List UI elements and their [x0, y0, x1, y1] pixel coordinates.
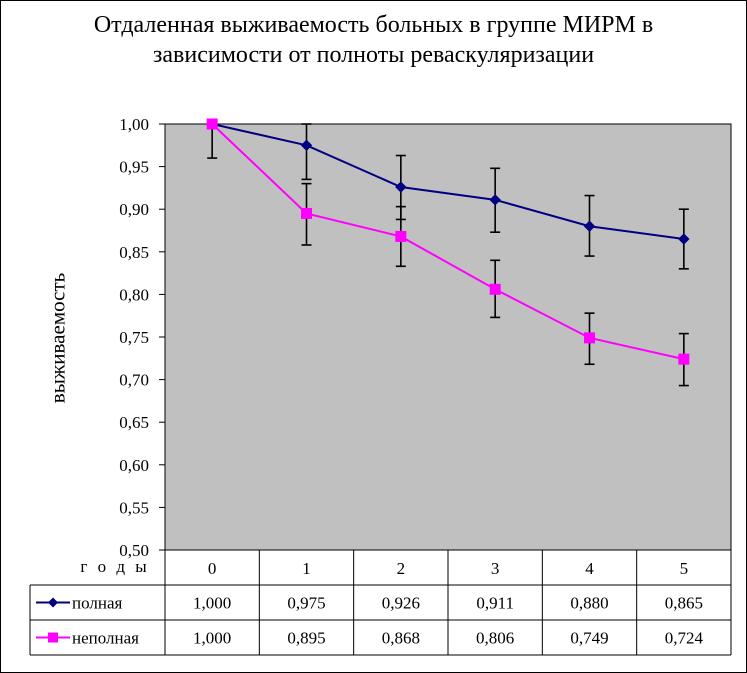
series-line-полная [211, 123, 684, 241]
data-label: 0,724 [665, 629, 704, 648]
data-point [678, 353, 690, 365]
data-label: 0,749 [570, 629, 608, 648]
data-label: 0,895 [287, 629, 325, 648]
y-tick-label: 0,60 [119, 456, 149, 475]
x-tick-label: 0 [208, 559, 217, 578]
chart-title-line-1: Отдаленная выживаемость больных в группе… [93, 12, 654, 38]
data-label: 0,911 [476, 594, 514, 613]
data-label: 0,880 [570, 594, 608, 613]
data-point [300, 139, 313, 152]
data-label: 0,975 [287, 594, 325, 613]
data-point [489, 194, 501, 206]
chart-title-line-2: зависимости от полноты реваскуляризации [152, 42, 595, 68]
y-tick-label: 0,65 [119, 413, 149, 432]
data-point [584, 332, 595, 344]
data-point [583, 220, 596, 232]
y-tick-label: 1,00 [119, 115, 149, 134]
x-tick-label: 4 [585, 559, 594, 578]
y-tick-label: 0,95 [119, 158, 149, 177]
data-point [678, 233, 690, 245]
data-point [489, 283, 501, 295]
data-point [395, 230, 407, 242]
legend-key-marker [48, 632, 58, 643]
data-label: 1,000 [193, 629, 231, 648]
y-tick-label: 0,90 [119, 200, 149, 219]
plot-area [164, 123, 732, 551]
data-label: 0,926 [382, 594, 420, 613]
x-tick-label: 1 [302, 559, 311, 578]
legend-label: неполная [72, 629, 139, 648]
y-tick-label: 0,70 [119, 371, 149, 390]
y-tick-label: 0,55 [119, 498, 149, 517]
data-label: 1,000 [193, 594, 231, 613]
data-point [301, 207, 312, 219]
data-point [206, 118, 218, 130]
y-tick-label: 0,75 [119, 328, 149, 347]
x-tick-label: 3 [491, 559, 500, 578]
y-tick-label: 0,80 [119, 285, 149, 304]
y-tick-label: 0,50 [119, 541, 149, 560]
x-axis-label: г о д ы [80, 557, 149, 576]
data-label: 0,865 [665, 594, 703, 613]
data-label: 0,806 [476, 629, 514, 648]
x-tick-label: 2 [397, 559, 406, 578]
data-label: 0,868 [382, 629, 420, 648]
legend-label: полная [72, 594, 123, 613]
series-line-неполная [211, 123, 685, 361]
legend-key-marker [48, 597, 58, 608]
x-tick-label: 5 [680, 559, 689, 578]
data-point [395, 181, 407, 193]
y-tick-label: 0,85 [119, 243, 149, 262]
